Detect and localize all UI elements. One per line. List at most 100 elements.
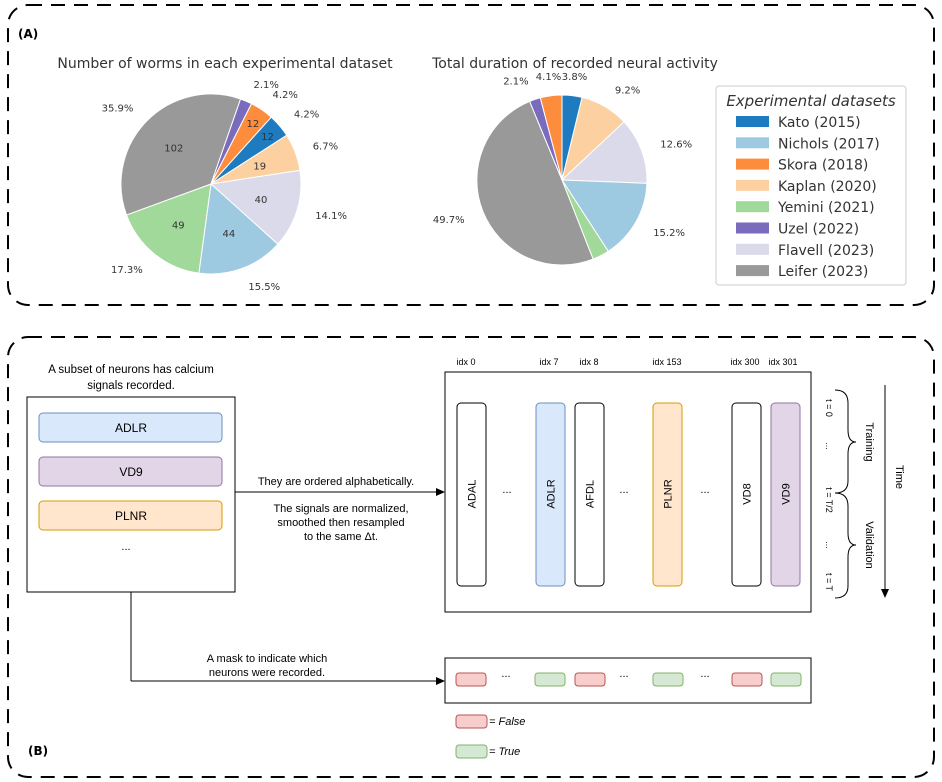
neuron-column-label: ADAL [467, 480, 479, 509]
arrow-text-normalized-2: smoothed then resampled [277, 517, 404, 529]
pie-slice-skora-2018 [210, 102, 272, 185]
legend-box [715, 85, 907, 286]
mask-cell-false [574, 672, 606, 687]
index-label: idx 8 [579, 357, 598, 367]
mask-cell-false [455, 672, 487, 687]
column-ellipsis: ... [700, 484, 709, 496]
pie-slice-skora-2018 [539, 94, 563, 181]
subset-neuron-box [38, 456, 223, 487]
subset-ellipsis: ... [121, 541, 130, 553]
pie-percent-label: 4.1% [536, 72, 561, 83]
neuron-column-label: VD8 [742, 483, 754, 504]
neuron-column-label: PLNR [663, 479, 675, 508]
legend-entry: Nichols (2017) [778, 136, 880, 152]
legend-entry: Leifer (2023) [778, 264, 868, 280]
mask-arrow-head [436, 677, 445, 685]
index-label: idx 301 [768, 357, 797, 367]
column-ellipsis: ... [502, 484, 511, 496]
validation-brace [834, 492, 857, 599]
legend-entry: Kaplan (2020) [778, 179, 877, 195]
legend-title: Experimental datasets [726, 92, 896, 110]
pie-percent-label: 9.2% [615, 85, 640, 96]
pie-percent-label: 2.1% [503, 77, 528, 88]
neuron-column-label: AFDL [585, 480, 597, 508]
pie-count-label: 44 [223, 229, 236, 240]
arrow-to-matrix-head [436, 488, 445, 496]
pie-slice-flavell-2023 [560, 121, 648, 184]
legend-swatch [736, 116, 769, 127]
neuron-column-label: ADLR [546, 479, 558, 508]
mask-cell-false [731, 672, 763, 687]
neuron-column [731, 402, 762, 587]
key-true-label: = True [489, 746, 520, 758]
time-tick-1: ... [824, 442, 834, 450]
pie-percent-label: 49.7% [433, 215, 465, 226]
mask-cells [455, 672, 802, 687]
legend-swatch [736, 265, 769, 277]
time-label: Time [893, 465, 905, 489]
column-ellipsis: ... [619, 484, 628, 496]
neuron-columns: ADAL ADLR AFDL PLNR VD8 VD9 [456, 402, 801, 587]
neuron-column [770, 402, 801, 587]
legend-items: Kato (2015) Nichols (2017) Skora (2018) Kap… [736, 115, 880, 280]
pie-slice-nichols-2017 [198, 182, 279, 275]
pie-count-label: 12 [247, 119, 260, 130]
pie-slice-yemini-2021 [125, 183, 212, 274]
pie-percent-label: 14.1% [315, 211, 347, 222]
index-labels: idx 0 idx 7 idx 8 idx 153 idx 300 idx 301 [456, 357, 797, 367]
panel-b: (B) A subset of neurons has calcium sign… [7, 336, 935, 778]
key-false-swatch [455, 714, 488, 729]
arrow-text-normalized-3: to the same Δt. [304, 531, 378, 543]
legend-swatch [736, 179, 769, 191]
pie-chart-worm-counts: 4.2% 12 6.7% 19 14.1% 40 15.5% 44 17.3% 49 35.9% 10… [102, 80, 347, 293]
pie-count-label: 40 [255, 195, 268, 206]
pie-count-label: 12 [261, 132, 274, 143]
time-tick-0: t = 0 [824, 399, 834, 417]
legend-entry: Yemini (2021) [777, 200, 875, 216]
pie-slice-leifer-2023 [120, 93, 242, 216]
time-arrow-head [881, 589, 889, 598]
legend-entry: Flavell (2023) [778, 243, 874, 259]
panel-b-frame [7, 336, 935, 778]
training-label: Training [863, 422, 875, 461]
pie-percent-label: 4.2% [294, 110, 319, 121]
legend-entry: Skora (2018) [778, 158, 868, 174]
subset-caption-line-2: signals recorded. [87, 380, 175, 392]
index-label: idx 0 [456, 357, 475, 367]
pie1-title: Number of worms in each experimental dat… [57, 56, 393, 72]
pie-count-label: 49 [172, 221, 185, 232]
legend: Experimental datasets Kato (2015) Nichols… [715, 85, 907, 286]
validation-label: Validation [863, 521, 875, 569]
pie-percent-label: 4.2% [273, 90, 298, 101]
mask-cell-true [534, 672, 566, 687]
time-annotation: t = 0 ... t = T/2 ... t = T Training Val… [824, 385, 905, 599]
subset-neuron-label: VD9 [119, 465, 143, 479]
subset-neuron-label: ADLR [115, 421, 147, 435]
pie-count-label: 102 [164, 143, 183, 154]
legend-entry: Uzel (2022) [778, 222, 859, 238]
pie-percent-label: 2.1% [254, 80, 279, 91]
pie-percent-label: 17.3% [111, 265, 143, 276]
neuron-column [652, 402, 683, 587]
pie-slice-nichols-2017 [561, 179, 648, 253]
legend-swatch [736, 158, 769, 170]
mask-ellipsis: ... [700, 668, 709, 680]
mask-cell-true [770, 672, 802, 687]
key-true-swatch [455, 744, 488, 759]
mask-ellipsis: ... [501, 668, 510, 680]
mask-ellipsis: ... [619, 668, 628, 680]
pie-percent-label: 15.5% [248, 282, 280, 293]
panel-b-label: (B) [28, 744, 48, 758]
key-false-label: = False [489, 716, 525, 728]
time-tick-4: t = T [824, 573, 834, 592]
pie2-title: Total duration of recorded neural activi… [431, 56, 718, 72]
arrow-text-normalized-1: The signals are normalized, [273, 503, 408, 515]
subset-neuron-box [38, 412, 223, 443]
pie-slice-flavell-2023 [209, 169, 302, 245]
arrow-text-ordered: They are ordered alphabetically. [258, 476, 414, 488]
legend-swatch [736, 243, 769, 255]
legend-swatch [736, 137, 769, 149]
subset-neuron-box [38, 500, 223, 531]
mask-cell-true [652, 672, 684, 687]
